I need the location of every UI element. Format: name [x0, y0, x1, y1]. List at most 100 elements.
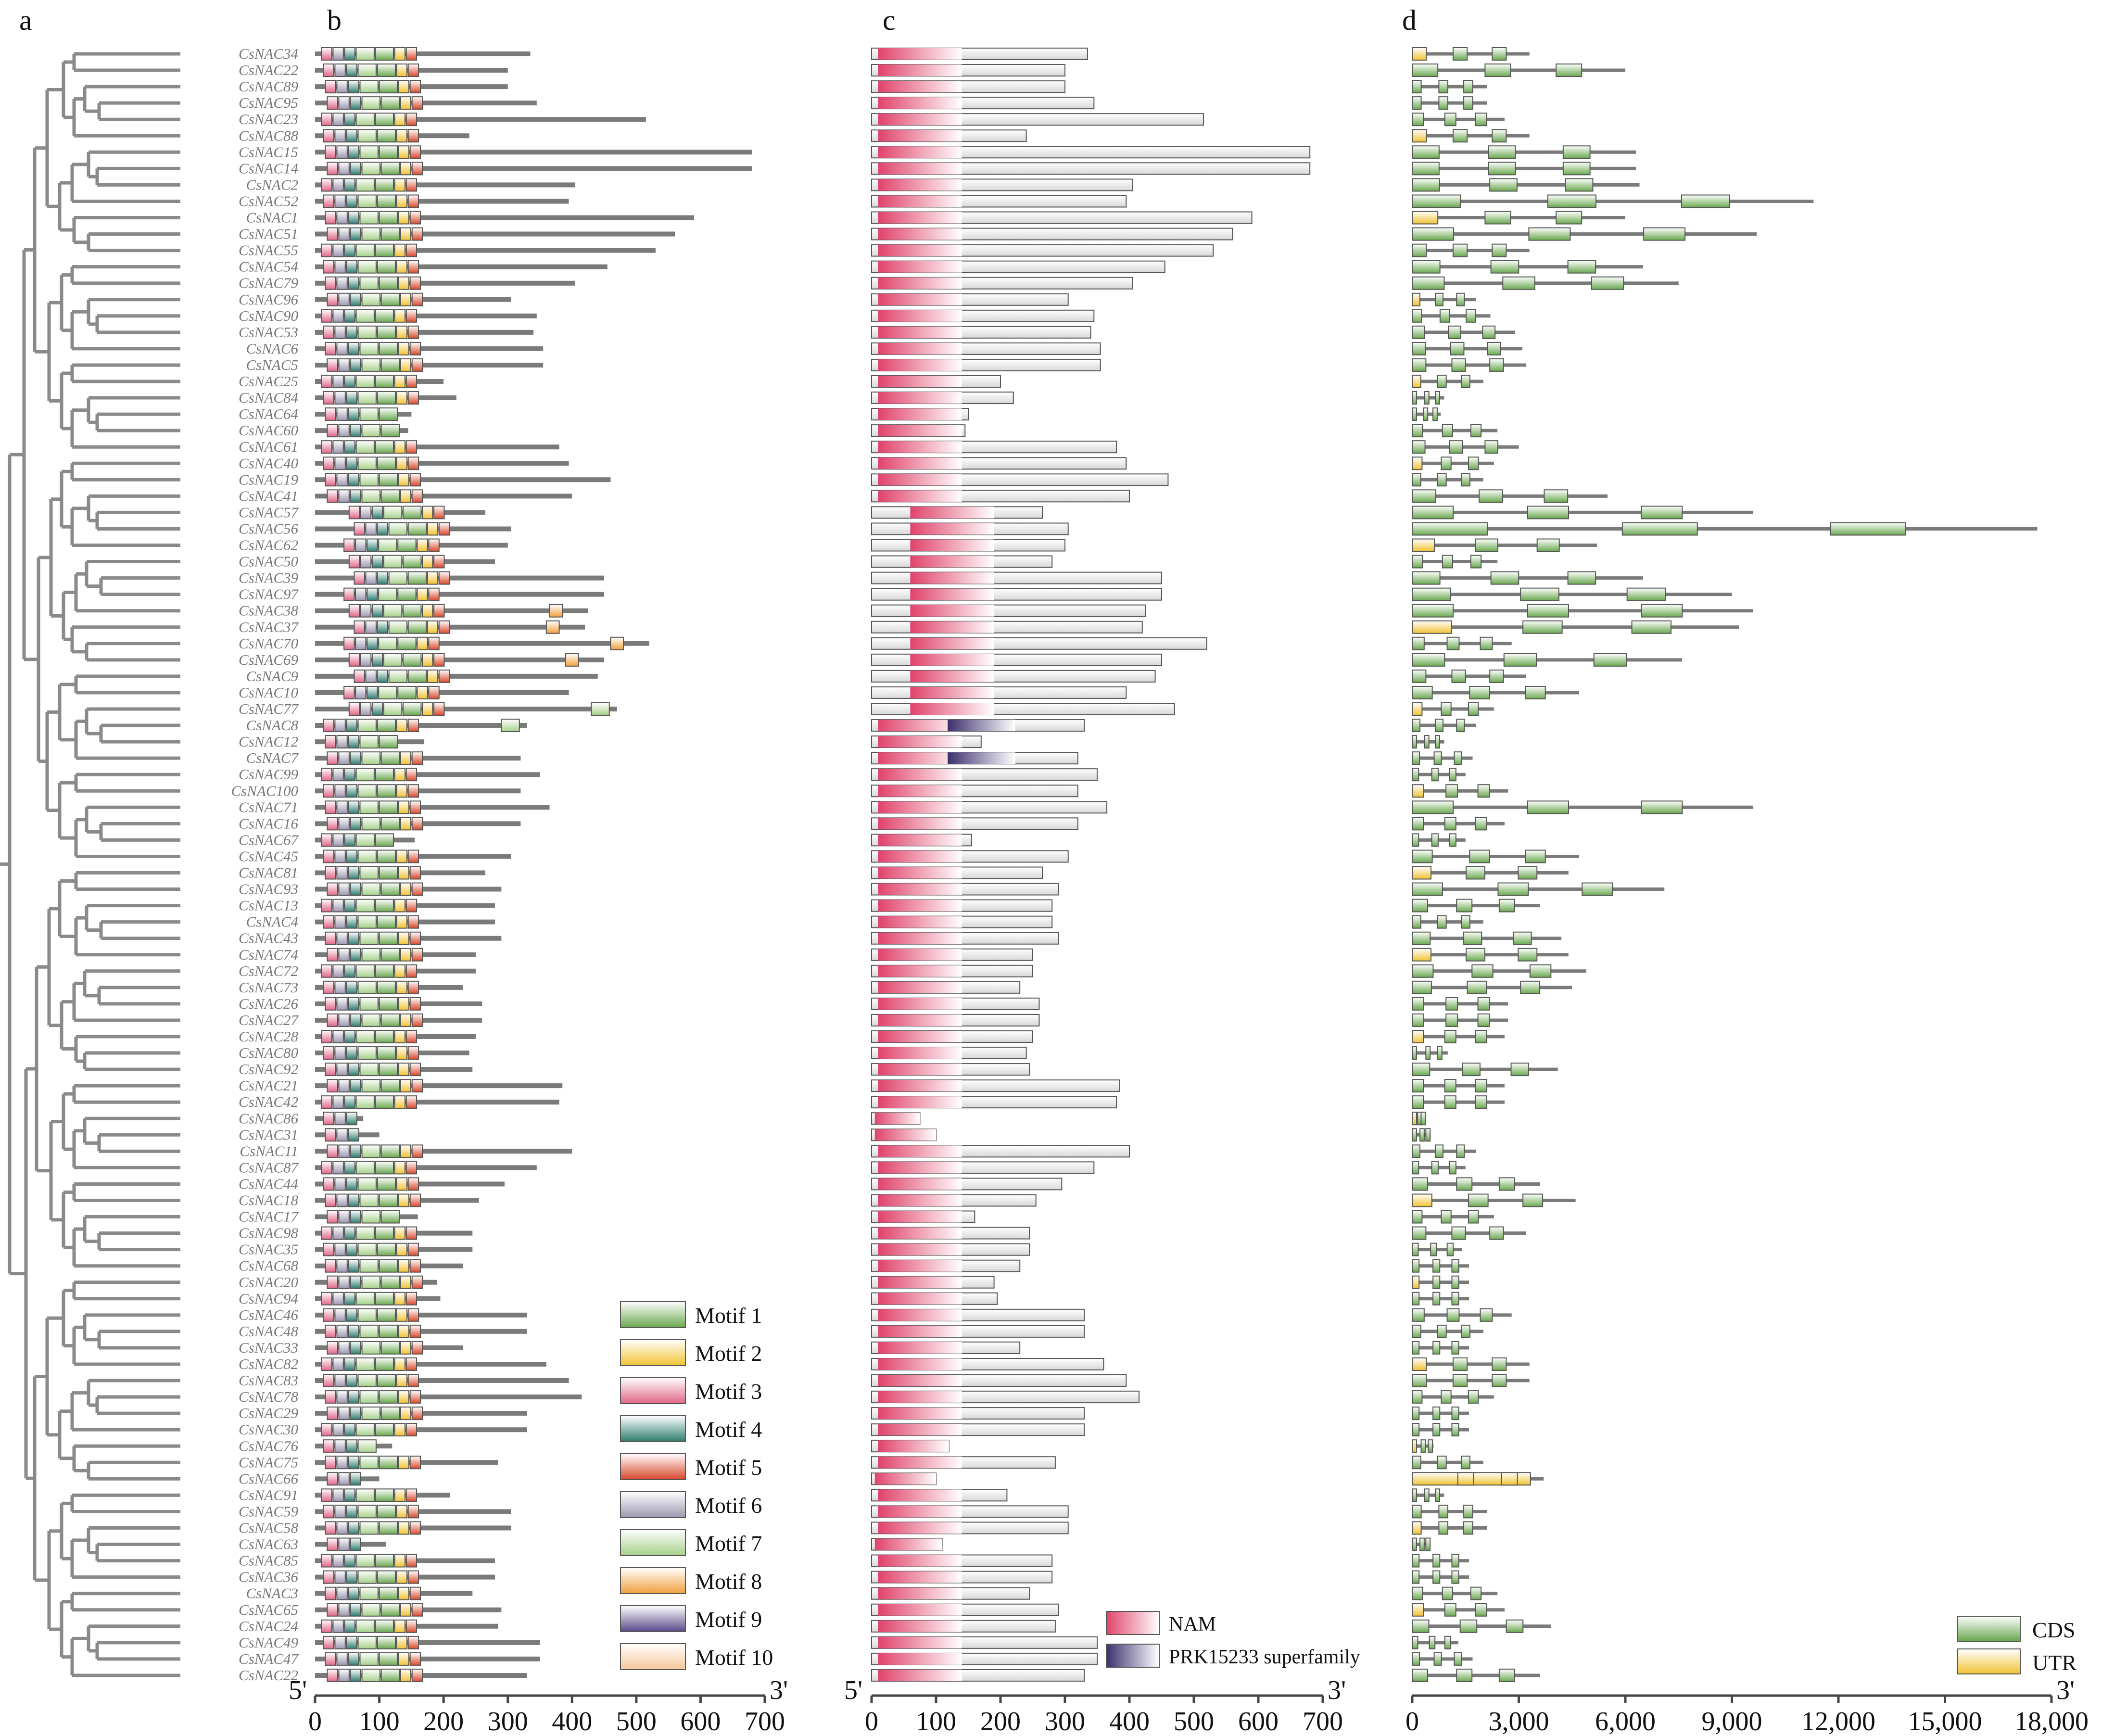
motif-3-box: [321, 1030, 332, 1043]
cds-box: [1432, 1423, 1441, 1437]
motif-1-box: [379, 407, 398, 421]
cds-box: [1475, 1079, 1487, 1093]
motif-4-box: [348, 1193, 359, 1207]
cds-box: [1444, 817, 1456, 831]
motif-5-box: [405, 1619, 418, 1633]
motif-6-box: [336, 407, 348, 421]
motif-5-box: [433, 555, 445, 569]
motif-2-box: [396, 194, 408, 208]
motif-4-box: [371, 653, 383, 667]
motif-5-box: [433, 506, 445, 520]
motif-6-box: [334, 325, 346, 339]
motif-2-box: [398, 1652, 410, 1666]
motif-7-box: [357, 1046, 377, 1060]
motif-5-box: [405, 768, 418, 782]
motif-5-box: [405, 1292, 418, 1305]
cds-box: [1468, 456, 1479, 470]
motif-3-box: [323, 456, 334, 470]
motif-7-box: [359, 145, 379, 159]
cds-box: [1434, 391, 1440, 405]
motif-3-box: [327, 1668, 338, 1682]
axis-tick-label: 0: [308, 1707, 322, 1736]
motif-7-box: [388, 620, 408, 634]
motif-7-box: [357, 1374, 377, 1388]
nam-domain: [878, 1211, 962, 1223]
motif-7-box: [355, 1095, 375, 1109]
motif-4-box: [350, 1341, 361, 1355]
gene-label: CsNAC55: [239, 242, 298, 259]
cds-box: [1461, 1456, 1470, 1470]
motif-2-box: [396, 1308, 408, 1322]
cds-box: [1477, 1013, 1490, 1027]
motif-7-box: [359, 1390, 379, 1404]
motif-5-box: [405, 178, 418, 192]
utr-box: [1412, 538, 1435, 552]
cds-box: [1471, 964, 1494, 978]
motif-3-box: [323, 1374, 334, 1388]
motif-1-box: [375, 833, 394, 847]
motif-6-box: [334, 1177, 346, 1191]
cds-box: [1449, 833, 1456, 847]
motif-1-box: [380, 1603, 400, 1617]
motif-1-box: [379, 80, 398, 94]
cds-box: [1463, 931, 1482, 945]
motif-1-box: [397, 538, 417, 552]
cds-box: [1492, 1357, 1507, 1371]
cds-box: [1490, 260, 1520, 274]
cds-box: [1412, 1161, 1419, 1175]
cds-box: [1489, 358, 1504, 372]
motif-4-box: [350, 1210, 361, 1224]
cds-box: [1444, 113, 1456, 127]
cds-box: [1425, 1128, 1431, 1142]
motif-7-box: [355, 1292, 375, 1305]
gene-label: CsNAC13: [239, 897, 298, 914]
motif-1-box: [377, 1177, 396, 1191]
nam-domain: [910, 621, 994, 633]
cds-box: [1487, 342, 1501, 355]
motif-4-box: [346, 980, 357, 994]
motif-1-box: [375, 1292, 394, 1305]
cds-box: [1626, 587, 1666, 601]
cds-box: [1489, 178, 1518, 192]
cds-box: [1451, 1259, 1459, 1273]
gene-label: CsNAC36: [239, 1569, 299, 1585]
motif-2-box: [396, 1242, 408, 1256]
motif-5-box: [407, 1308, 419, 1322]
utr-box: [1412, 1357, 1427, 1371]
motif-8-box: [610, 636, 624, 650]
cds-box: [1451, 1292, 1459, 1305]
cds-box: [1412, 1341, 1420, 1355]
motif-4-box: [350, 1079, 361, 1093]
motif-4-box: [344, 899, 355, 912]
motif-5-box: [409, 80, 421, 94]
motif-4-box: [346, 1112, 357, 1126]
motif-1-box: [380, 162, 400, 176]
motif-7-box: [355, 964, 375, 978]
motif-7-box: [591, 702, 610, 716]
nam-domain: [878, 850, 962, 862]
motif-4-box: [346, 456, 357, 470]
motif-2-box: [396, 1505, 408, 1519]
nam-domain: [878, 1243, 962, 1255]
motif-3-box: [323, 1439, 334, 1453]
motif-7-box: [361, 1603, 380, 1617]
motif-4-box: [346, 784, 357, 798]
motif-2-box: [398, 997, 410, 1011]
utr-box: [1457, 1472, 1474, 1486]
motif-3-box: [323, 1570, 334, 1584]
motif-6-box: [338, 1603, 350, 1617]
gene-label: CsNAC23: [239, 111, 298, 127]
motif-1-box: [380, 1079, 400, 1093]
motif-5-box: [409, 211, 421, 225]
cds-box: [1419, 1128, 1425, 1142]
motif-3-box: [321, 1226, 332, 1240]
cds-box: [1451, 1226, 1466, 1240]
gene-label: CsNAC24: [239, 1618, 298, 1635]
gene-label: CsNAC8: [246, 717, 298, 734]
motif-3-box: [327, 1537, 338, 1551]
cds-box: [1412, 1456, 1421, 1470]
gene-label: CsNAC48: [239, 1323, 299, 1340]
motif-2-box: [398, 1324, 410, 1338]
cds-box: [1412, 1210, 1423, 1224]
gene-label: CsNAC95: [239, 94, 298, 111]
